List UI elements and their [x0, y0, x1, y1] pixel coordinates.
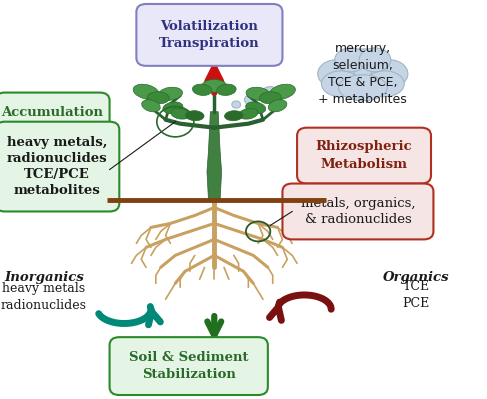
FancyBboxPatch shape [282, 184, 433, 239]
Polygon shape [207, 112, 222, 200]
Ellipse shape [372, 60, 408, 88]
Ellipse shape [158, 87, 183, 100]
Text: mercury,
selenium,
TCE & PCE,
+ metabolites: mercury, selenium, TCE & PCE, + metaboli… [318, 42, 407, 106]
Text: Metabolism: Metabolism [320, 158, 408, 171]
Ellipse shape [239, 108, 258, 119]
Ellipse shape [268, 100, 287, 112]
Text: metals, organics,
& radionuclides: metals, organics, & radionuclides [300, 197, 415, 226]
Text: heavy metals,
radionuclides
TCE/PCE
metabolites: heavy metals, radionuclides TCE/PCE meta… [7, 136, 108, 197]
Ellipse shape [217, 84, 236, 95]
Ellipse shape [148, 92, 169, 104]
Ellipse shape [142, 100, 160, 112]
Text: Stabilization: Stabilization [142, 368, 236, 381]
Text: Inorganics: Inorganics [4, 271, 84, 284]
FancyBboxPatch shape [0, 93, 110, 132]
Text: Soil & Sediment: Soil & Sediment [129, 351, 248, 364]
Ellipse shape [365, 71, 404, 97]
Ellipse shape [163, 102, 183, 114]
Ellipse shape [321, 71, 360, 97]
FancyBboxPatch shape [110, 337, 268, 395]
Text: Volatilization: Volatilization [161, 20, 258, 33]
FancyBboxPatch shape [0, 122, 119, 211]
Ellipse shape [318, 60, 355, 88]
Text: Organics: Organics [383, 271, 450, 284]
Ellipse shape [338, 75, 387, 101]
Ellipse shape [260, 92, 281, 104]
Ellipse shape [245, 102, 266, 114]
Ellipse shape [202, 79, 226, 92]
Text: Rhizospheric: Rhizospheric [316, 140, 412, 153]
Circle shape [244, 95, 257, 105]
FancyBboxPatch shape [297, 128, 431, 184]
Text: heavy metals
radionuclides: heavy metals radionuclides [1, 282, 87, 312]
Ellipse shape [335, 48, 366, 72]
Ellipse shape [359, 48, 391, 72]
Text: Accumulation: Accumulation [1, 106, 103, 119]
Text: Transpiration: Transpiration [159, 37, 260, 50]
Ellipse shape [186, 111, 204, 121]
Ellipse shape [335, 49, 391, 83]
Ellipse shape [170, 108, 190, 119]
FancyBboxPatch shape [136, 4, 282, 66]
Ellipse shape [225, 111, 243, 121]
Circle shape [232, 101, 241, 108]
Ellipse shape [133, 84, 159, 99]
Text: TCE
PCE: TCE PCE [403, 280, 430, 310]
Circle shape [262, 87, 279, 101]
Ellipse shape [192, 84, 212, 95]
Ellipse shape [269, 84, 296, 99]
Ellipse shape [246, 87, 270, 100]
